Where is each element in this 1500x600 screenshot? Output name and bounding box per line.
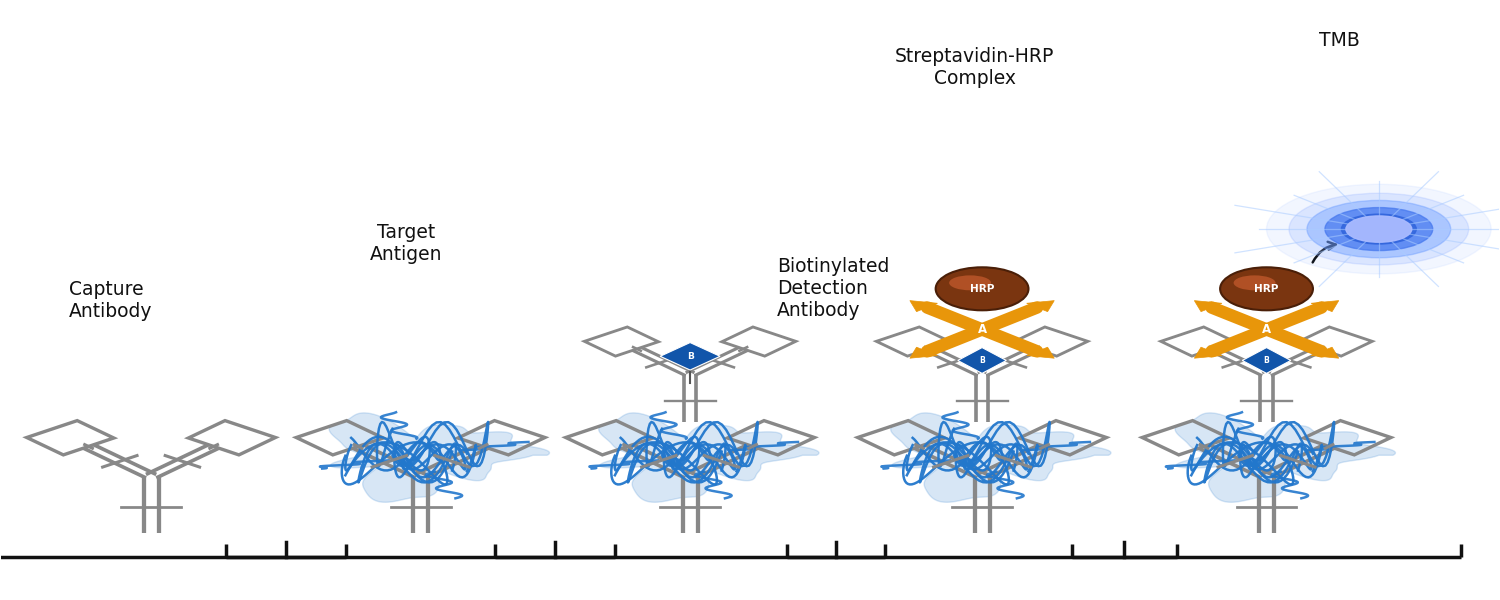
- Polygon shape: [910, 301, 938, 311]
- Circle shape: [1306, 200, 1450, 258]
- Polygon shape: [1026, 347, 1054, 358]
- Polygon shape: [328, 413, 549, 502]
- Circle shape: [1346, 216, 1412, 242]
- Circle shape: [1341, 214, 1416, 244]
- Polygon shape: [1174, 413, 1395, 502]
- Polygon shape: [1311, 347, 1338, 358]
- Polygon shape: [1026, 301, 1054, 311]
- Ellipse shape: [936, 268, 1029, 310]
- Polygon shape: [1311, 301, 1338, 311]
- Polygon shape: [910, 347, 938, 358]
- Text: B: B: [687, 352, 693, 361]
- Ellipse shape: [1220, 268, 1312, 310]
- Text: B: B: [1263, 356, 1269, 365]
- Ellipse shape: [950, 275, 992, 290]
- Polygon shape: [1194, 301, 1222, 311]
- Text: B: B: [980, 356, 986, 365]
- Circle shape: [1324, 208, 1432, 251]
- Text: Biotinylated
Detection
Antibody: Biotinylated Detection Antibody: [777, 257, 889, 320]
- Polygon shape: [958, 347, 1006, 373]
- Text: HRP: HRP: [970, 284, 994, 294]
- Text: A: A: [978, 323, 987, 336]
- Polygon shape: [1194, 347, 1222, 358]
- Polygon shape: [891, 413, 1112, 502]
- Text: Capture
Antibody: Capture Antibody: [69, 280, 153, 320]
- Text: TMB: TMB: [1318, 31, 1360, 50]
- Polygon shape: [660, 343, 720, 370]
- Ellipse shape: [1233, 275, 1275, 290]
- Text: A: A: [1262, 323, 1270, 336]
- Text: Streptavidin-HRP
Complex: Streptavidin-HRP Complex: [896, 47, 1054, 88]
- Circle shape: [1266, 184, 1491, 274]
- Text: HRP: HRP: [1254, 284, 1278, 294]
- Text: Target
Antigen: Target Antigen: [369, 223, 442, 264]
- Polygon shape: [598, 413, 819, 502]
- Polygon shape: [1242, 347, 1292, 373]
- Circle shape: [1288, 193, 1468, 265]
